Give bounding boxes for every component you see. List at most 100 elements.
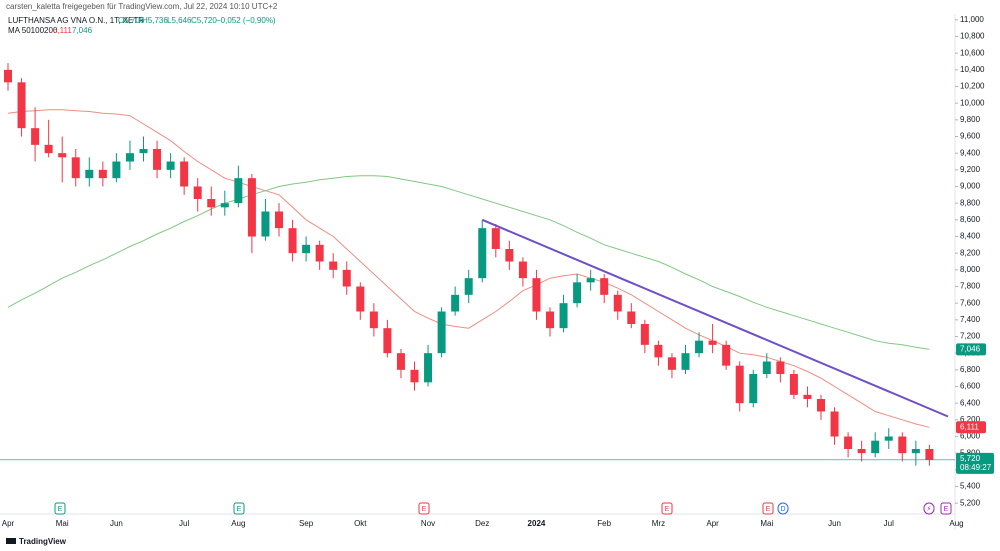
y-tick-label: 11,000 (960, 15, 984, 24)
x-tick-label: Aug (949, 519, 963, 528)
candle-body (410, 369, 419, 383)
x-tick-label: Apr (2, 519, 15, 528)
y-tick-label: 7,800 (960, 282, 981, 291)
x-tick-label: Apr (706, 519, 719, 528)
candle-body (315, 244, 324, 262)
event-marker (233, 502, 245, 515)
event-label: D (780, 506, 785, 513)
y-tick-label: 9,000 (960, 182, 981, 191)
last-price-label: 5,720 (960, 454, 981, 463)
y-tick-label: 10,200 (960, 82, 985, 91)
ma-price-box (956, 343, 986, 356)
candle-body (776, 361, 785, 374)
event-label: E (665, 506, 670, 513)
candle-body (383, 328, 392, 354)
indicator: MA 50100200 (8, 26, 58, 35)
ohlc-high: H5,736 (142, 16, 168, 25)
y-tick-label: 5,400 (960, 482, 981, 491)
candle-body (817, 399, 825, 412)
candle-body (180, 161, 189, 187)
ohlc-low: L5,646 (167, 16, 192, 25)
candle-body (681, 353, 690, 370)
legend: LUFTHANSA AG VNA O.N., 1T, XETR O5,706 H… (8, 16, 276, 35)
y-tick-label: 6,800 (960, 365, 981, 374)
event-marker (418, 502, 430, 515)
moving-average (7, 175, 930, 350)
x-tick-label: Jul (179, 519, 189, 528)
candle-body (735, 365, 744, 404)
y-tick-label: 8,400 (960, 232, 981, 241)
candle-body (437, 311, 446, 354)
y-tick-label: 5,800 (960, 448, 981, 457)
y-tick-label: 8,200 (960, 248, 981, 257)
ma50-value: 6,111 (53, 26, 72, 35)
y-tick-label: 7,400 (960, 315, 981, 324)
candle-body (654, 344, 663, 358)
logo: TradingView (6, 537, 67, 546)
x-tick-label: Okt (354, 519, 367, 528)
event-label: ⚡ (927, 505, 932, 513)
candle-body (424, 353, 433, 383)
candle-body (275, 211, 283, 229)
event-label: E (237, 506, 242, 513)
x-tick-label: Feb (597, 519, 611, 528)
candle-body (464, 278, 473, 295)
candle-body (288, 228, 297, 254)
ma-price-label: 6,111 (960, 422, 979, 431)
x-tick-label: Mai (760, 519, 773, 528)
y-tick-label: 8,800 (960, 198, 981, 207)
x-tick-label: Jun (828, 519, 841, 528)
x-tick-label: Mrz (652, 519, 665, 528)
candle-body (830, 411, 839, 437)
x-tick-label: Nov (421, 519, 435, 528)
candle-body (207, 199, 216, 208)
candle-body (925, 449, 934, 460)
candle-body (911, 449, 920, 454)
candle-body (396, 353, 405, 370)
y-tick-label: 7,200 (960, 332, 981, 341)
event-label: E (944, 506, 949, 513)
candle-body (31, 128, 40, 145)
y-tick-label: 6,200 (960, 415, 981, 424)
candle-body (302, 244, 311, 254)
candle-body (85, 169, 94, 179)
candle-body (546, 311, 554, 329)
candle-body (193, 186, 202, 199)
y-tick-label: 6,000 (960, 432, 981, 441)
event-label: E (422, 506, 427, 513)
y-tick-label: 9,400 (960, 148, 981, 157)
candle-body (44, 144, 53, 154)
event-marker (54, 502, 66, 515)
candle-body (261, 211, 270, 237)
candle-body (342, 269, 351, 287)
y-tick-label: 7,600 (960, 298, 981, 307)
ma-price-box (956, 421, 986, 434)
candle-body (857, 449, 866, 454)
candle-body (478, 228, 487, 279)
y-tick-label: 8,600 (960, 215, 981, 224)
ohlc-change: −0,052 (−0,90%) (216, 16, 276, 25)
logo-mark (6, 538, 16, 544)
y-tick-label: 9,800 (960, 115, 981, 124)
event-marker (940, 502, 952, 515)
candle-body (234, 178, 243, 204)
candle-body (356, 286, 365, 312)
y-tick-label: 9,200 (960, 165, 981, 174)
moving-average (7, 109, 930, 428)
x-tick-label: Aug (231, 519, 245, 528)
candle-body (667, 357, 676, 370)
header-title: carsten_kaletta freigegeben für TradingV… (6, 2, 278, 11)
candle-body (613, 294, 622, 312)
x-tick-label: Dez (475, 519, 489, 528)
candle-body (491, 228, 500, 249)
candle-body (627, 311, 636, 324)
candle-body (112, 161, 121, 179)
candle-body (139, 149, 148, 154)
ma200-value: 7,046 (72, 26, 93, 35)
candle-body (153, 149, 162, 170)
candle-body (166, 161, 175, 170)
y-tick-label: 10,400 (960, 65, 985, 74)
logo-text: TradingView (19, 537, 67, 546)
candle-body (884, 436, 893, 441)
